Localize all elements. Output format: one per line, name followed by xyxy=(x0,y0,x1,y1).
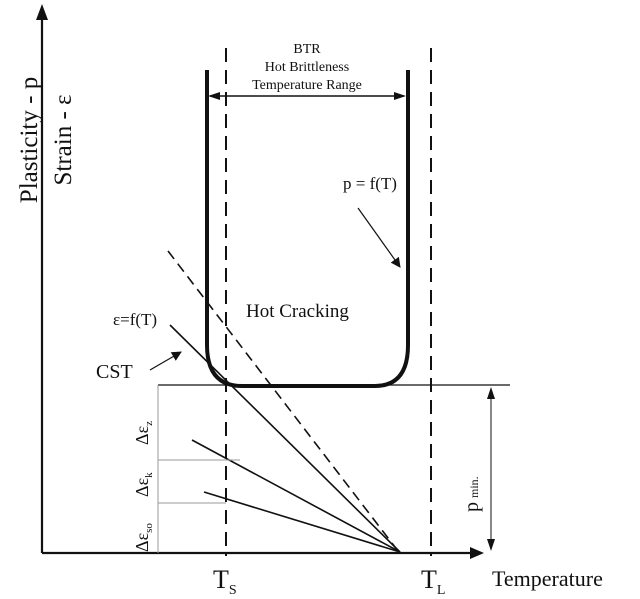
btr-label-line2: Hot Brittleness xyxy=(265,60,349,75)
x-axis-label: Temperature xyxy=(492,566,603,591)
btr-arrow-right-icon xyxy=(394,92,406,100)
cst-label: CST xyxy=(96,361,133,383)
ts-label: TS xyxy=(213,565,237,598)
plasticity-curve-label: p = f(T) xyxy=(343,174,397,193)
strain-function-label: ε=f(T) xyxy=(113,310,157,329)
y-axis-arrow-icon xyxy=(36,4,48,20)
cst-arrow xyxy=(149,351,182,371)
delta-eps-so-label: Δεso xyxy=(132,523,155,552)
tl-label: TL xyxy=(421,565,445,598)
strain-line-1 xyxy=(169,324,401,553)
delta-eps-z-label: Δεz xyxy=(132,421,155,445)
hot-cracking-label: Hot Cracking xyxy=(246,301,349,322)
strain-line-3 xyxy=(203,491,401,553)
y-axis-label-strain: Strain - ε xyxy=(50,94,77,185)
delta-eps-k-label: Δεk xyxy=(132,472,155,497)
pmin-arrow-up-icon xyxy=(487,387,495,399)
pmin-arrow-down-icon xyxy=(487,539,495,551)
strain-line-2 xyxy=(191,439,401,553)
critical-strain-dashed-line xyxy=(167,250,399,552)
y-axis-label-plasticity: Plasticity - p xyxy=(16,77,43,203)
plasticity-label-arrow xyxy=(357,207,401,268)
btr-label-line3: Temperature Range xyxy=(252,78,362,93)
x-axis-arrow-icon xyxy=(470,547,484,559)
btr-arrow-left-icon xyxy=(208,92,220,100)
pmin-label: pmin. xyxy=(461,476,483,512)
plasticity-curve xyxy=(205,70,410,388)
btr-label: BTR xyxy=(293,42,321,57)
